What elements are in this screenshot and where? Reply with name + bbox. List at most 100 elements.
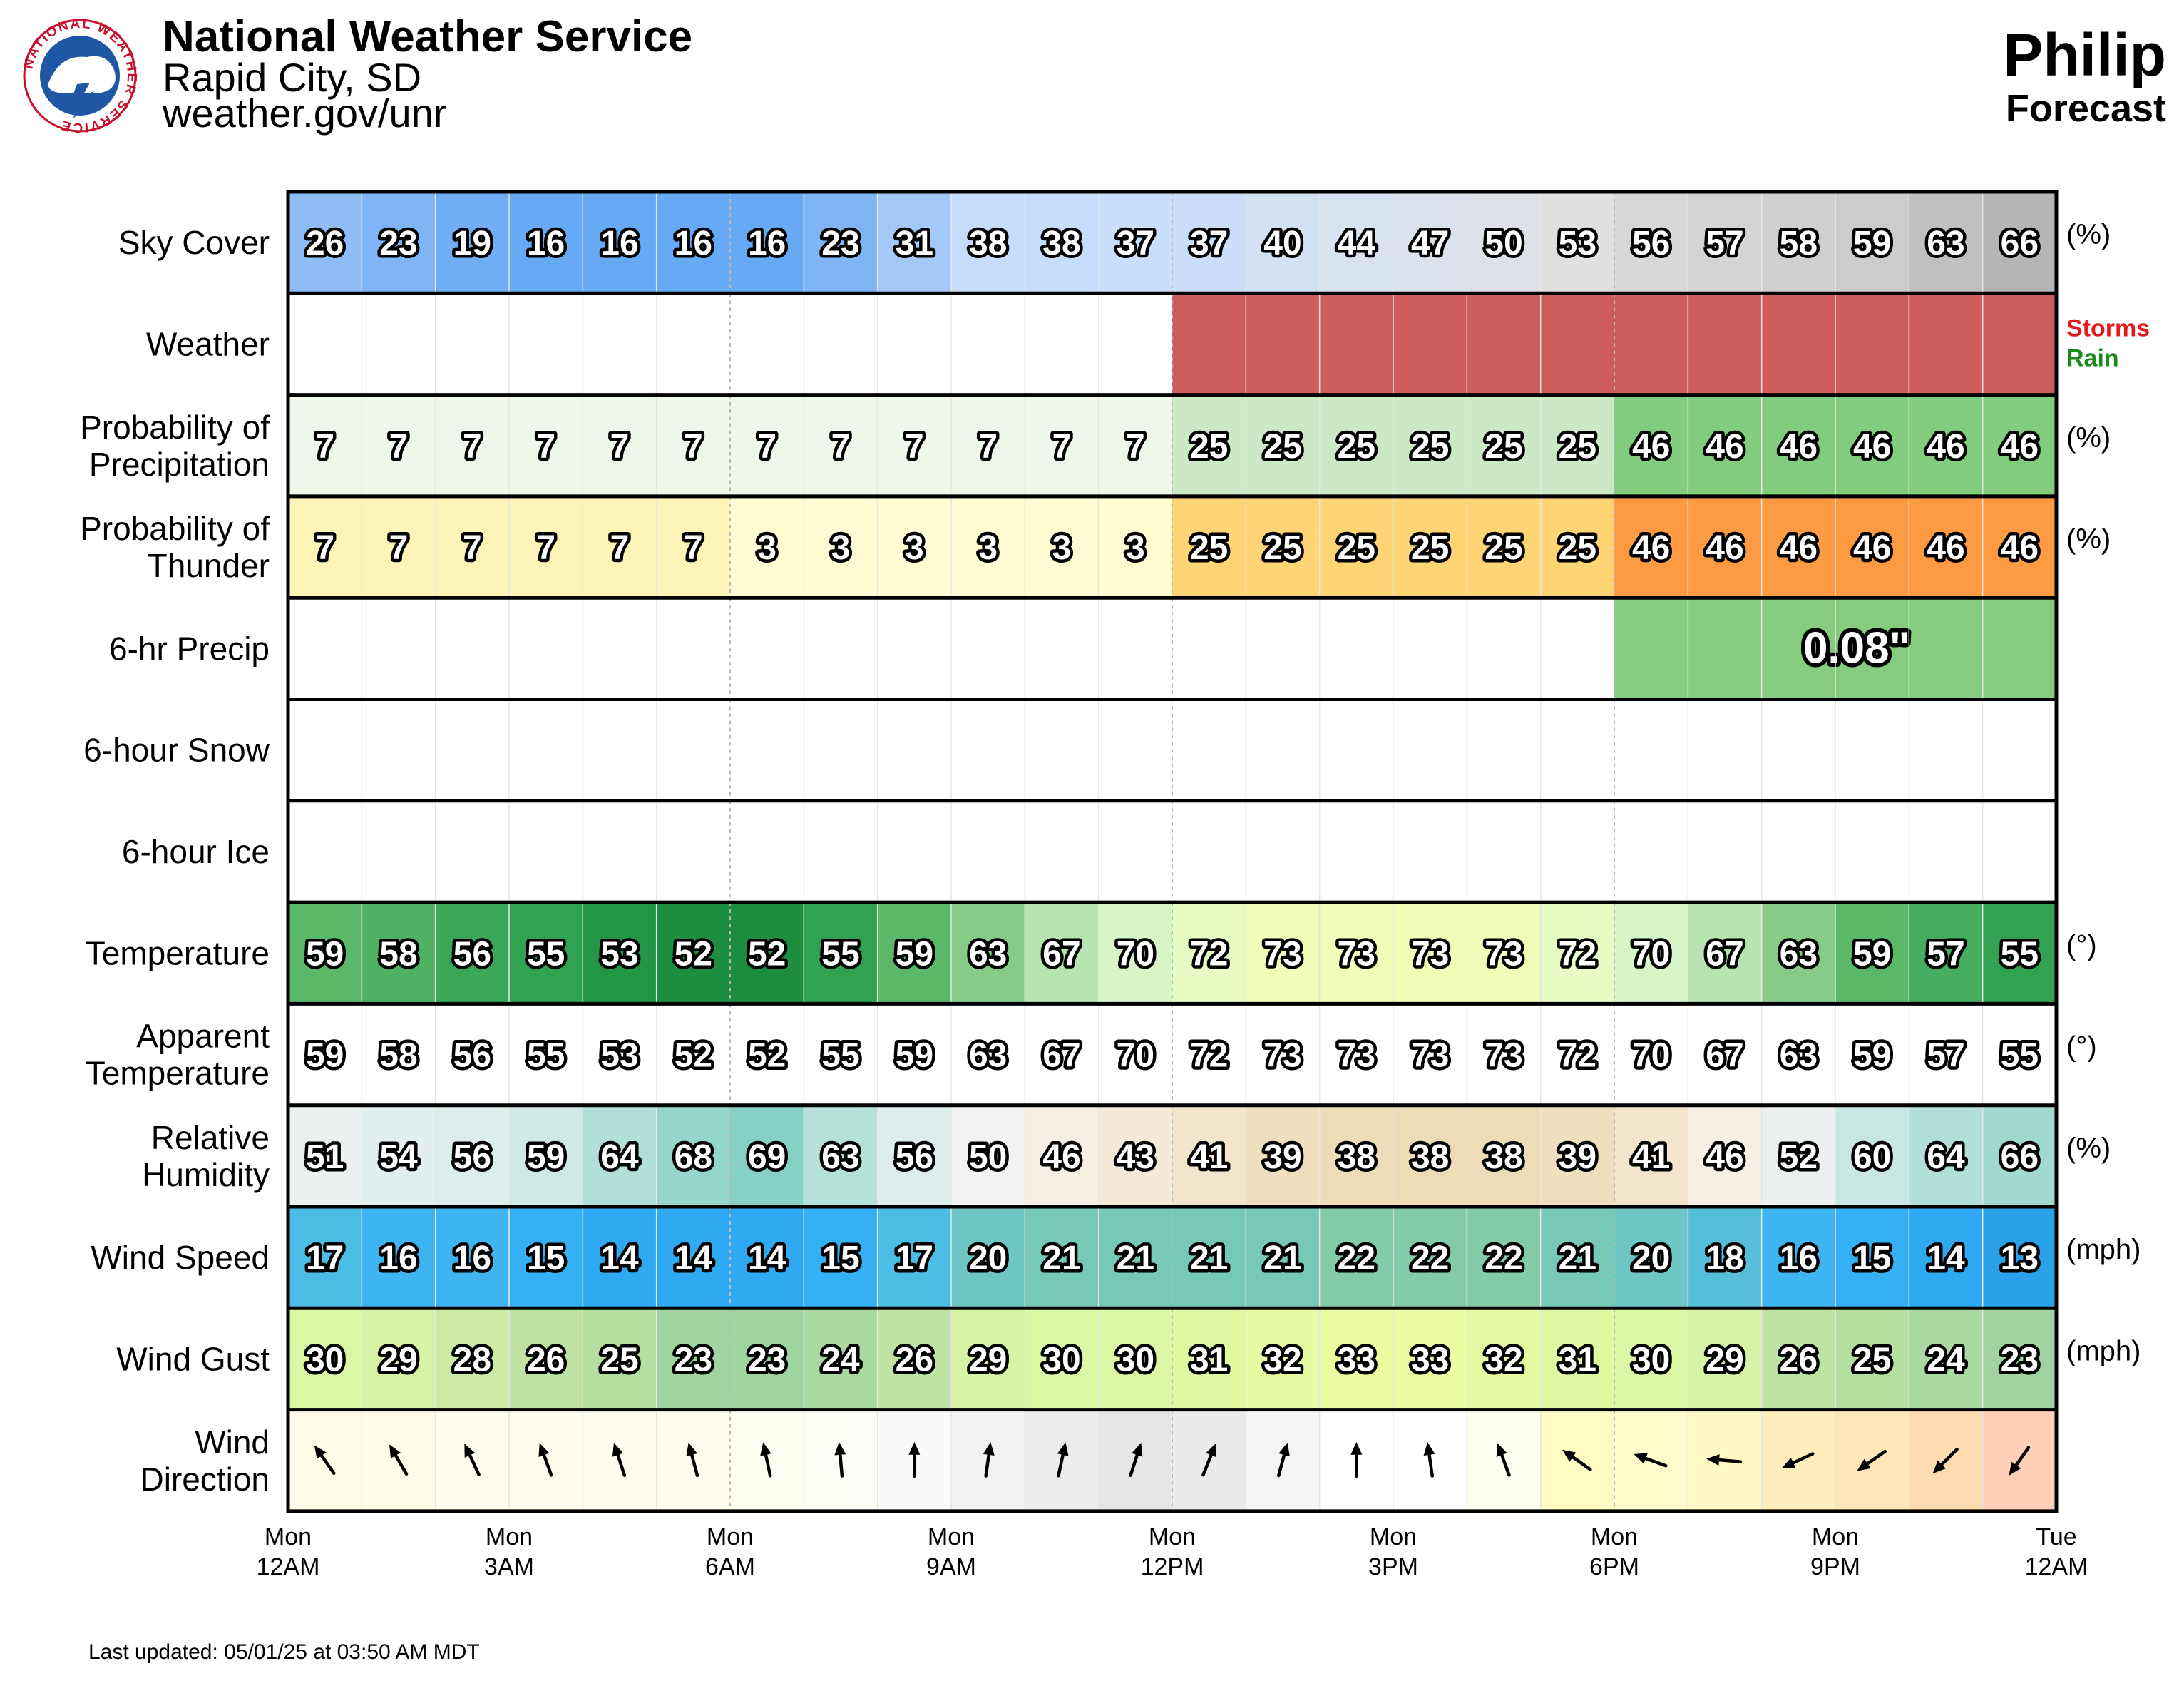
row-label: Relative Humidity xyxy=(142,1119,270,1193)
cell-value: 23 xyxy=(748,1341,786,1379)
cell-value: 7 xyxy=(1052,428,1072,466)
cell-bg xyxy=(1319,394,1394,496)
row-label: 6-hr Precip xyxy=(109,630,270,667)
row-label: Wind Direction xyxy=(140,1424,270,1498)
cell-value: 25 xyxy=(1411,428,1449,466)
wind-arrow-icon xyxy=(538,1443,553,1477)
cell-bg xyxy=(1098,192,1173,294)
cell-value: 19 xyxy=(453,225,491,262)
cell-bg xyxy=(288,496,362,598)
cell-value: 17 xyxy=(306,1240,344,1277)
tick-time: 6AM xyxy=(705,1553,755,1580)
cell-value: 64 xyxy=(1927,1138,1965,1176)
cell-bg xyxy=(804,1105,878,1207)
cell-value: 56 xyxy=(453,1138,491,1176)
cell-value: 31 xyxy=(1559,1341,1596,1379)
cell-value: 28 xyxy=(453,1341,491,1379)
office-website[interactable]: weather.gov/unr xyxy=(162,91,446,136)
cell-bg xyxy=(1319,192,1394,294)
cell-bg xyxy=(951,496,1025,598)
cell-value: 57 xyxy=(1927,935,1964,973)
row-label: 6-hour Snow xyxy=(83,732,270,769)
cell-bg xyxy=(1540,1003,1615,1105)
cell-value: 7 xyxy=(905,428,924,466)
cell-bg xyxy=(362,902,436,1004)
cell-value: 47 xyxy=(1411,225,1449,262)
unit-label: (mph) xyxy=(2066,1335,2141,1366)
cell-value: 26 xyxy=(527,1341,565,1379)
cell-bg xyxy=(877,902,952,1004)
cell-value: 16 xyxy=(379,1240,417,1277)
cell-value: 7 xyxy=(315,529,334,567)
cell-value: 16 xyxy=(1780,1240,1818,1277)
wind-arrow-icon xyxy=(834,1441,846,1478)
cell-value: 46 xyxy=(1853,428,1891,466)
weather-cell xyxy=(1540,293,1615,395)
cell-value: 46 xyxy=(1780,529,1818,567)
cell-bg xyxy=(509,1308,583,1410)
wind-arrow-icon xyxy=(1423,1442,1435,1478)
cell-value: 29 xyxy=(1706,1341,1743,1379)
cell-value: 59 xyxy=(306,935,344,973)
cell-value: 64 xyxy=(600,1138,639,1176)
cell-value: 73 xyxy=(1338,935,1375,973)
last-updated: Last updated: 05/01/25 at 03:50 AM MDT xyxy=(88,1640,480,1664)
cell-bg xyxy=(1761,1308,1836,1410)
cell-bg xyxy=(951,1207,1025,1309)
cell-bg xyxy=(951,1308,1025,1410)
tick-day: Mon xyxy=(265,1523,312,1550)
cell-bg xyxy=(435,1308,510,1410)
cell-bg xyxy=(656,1003,731,1105)
cell-value: 18 xyxy=(1706,1240,1743,1277)
wind-arrow-icon xyxy=(760,1442,772,1478)
cell-bg xyxy=(877,192,952,294)
row-wind-gust: Wind Gust 30 29 28 26 25 23 23 24 26 29 30 30 31 32 33 3… xyxy=(116,1306,2141,1410)
cell-value: 7 xyxy=(684,428,703,466)
cell-value: 40 xyxy=(1263,225,1301,262)
row-label: Temperature xyxy=(86,934,270,971)
cell-bg xyxy=(1172,192,1246,294)
row-label: 6-hour Ice xyxy=(122,833,270,870)
cell-bg xyxy=(1246,1105,1321,1207)
cell-bg xyxy=(1761,394,1836,496)
cell-value: 33 xyxy=(1338,1341,1375,1379)
cell-value: 46 xyxy=(1780,428,1818,466)
row-snow-6hr: 6-hour Snow xyxy=(83,698,2056,801)
cell-bg xyxy=(1614,394,1688,496)
tick-day: Mon xyxy=(1149,1523,1196,1550)
tick-time: 12PM xyxy=(1141,1553,1204,1580)
cell-bg xyxy=(730,192,804,294)
cell-value: 38 xyxy=(1338,1138,1375,1176)
cell-bg xyxy=(1467,1105,1542,1207)
cell-value: 46 xyxy=(1927,529,1964,567)
cell-bg xyxy=(951,192,1025,294)
legend-storms: Storms xyxy=(2066,315,2150,342)
wind-arrow-icon xyxy=(1932,1447,1959,1474)
cell-value: 63 xyxy=(969,1037,1007,1075)
cell-bg xyxy=(1982,394,2057,496)
cell-value: 41 xyxy=(1190,1138,1228,1176)
wind-arrow-icon xyxy=(389,1444,409,1476)
cell-bg xyxy=(1835,1308,1909,1410)
cell-bg xyxy=(1025,1105,1099,1207)
cell-bg xyxy=(877,394,952,496)
cell-value: 25 xyxy=(1411,529,1449,567)
cell-bg xyxy=(1319,496,1394,598)
tick-time: 9AM xyxy=(926,1553,976,1580)
wind-arrow-icon xyxy=(1350,1441,1363,1478)
cell-value: 16 xyxy=(748,225,786,262)
cell-value: 29 xyxy=(969,1341,1007,1379)
cell-value: 73 xyxy=(1411,1037,1449,1075)
row-precip-6hr: 6-hr Precip 0.08" xyxy=(109,596,2056,700)
cell-bg xyxy=(1025,1207,1099,1309)
cell-value: 31 xyxy=(1190,1341,1228,1379)
cell-value: 59 xyxy=(896,1037,933,1075)
cell-value: 72 xyxy=(1559,935,1596,973)
cell-bg xyxy=(509,192,583,294)
nws-logo-icon: NATIONAL WEATHER SERVICE xyxy=(21,16,138,136)
cell-value: 15 xyxy=(527,1240,565,1277)
cell-value: 16 xyxy=(453,1240,491,1277)
cell-bg xyxy=(1098,394,1173,496)
cell-value: 30 xyxy=(1632,1341,1670,1379)
cell-value: 57 xyxy=(1927,1037,1964,1075)
